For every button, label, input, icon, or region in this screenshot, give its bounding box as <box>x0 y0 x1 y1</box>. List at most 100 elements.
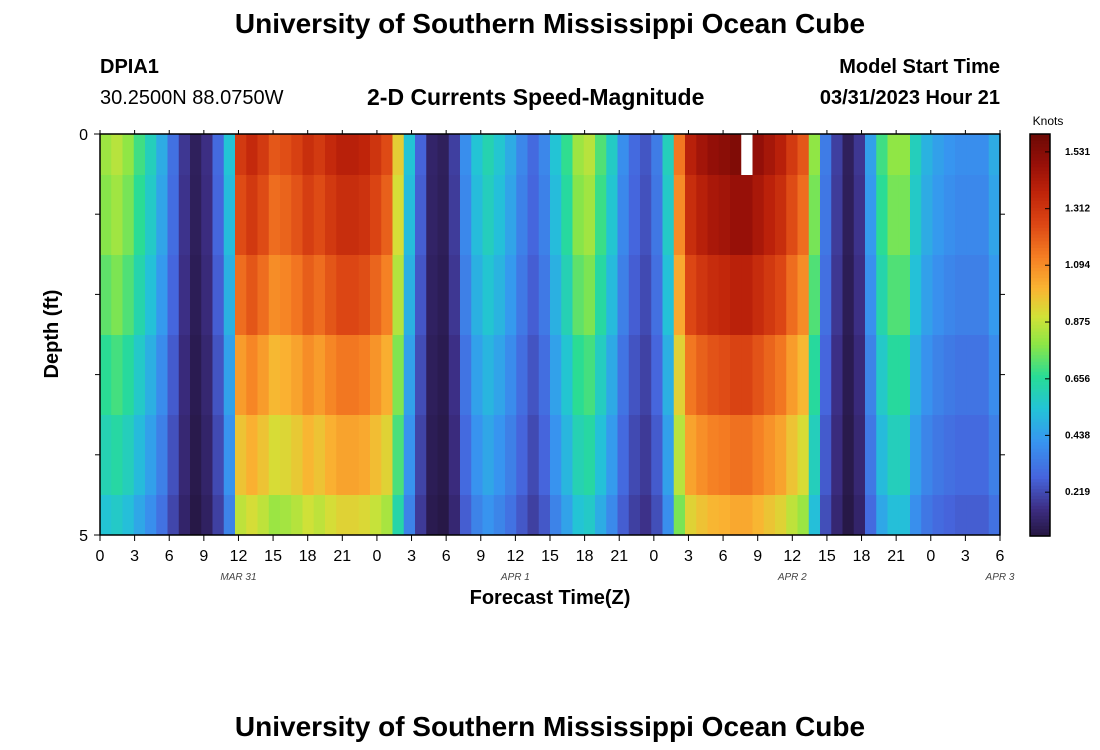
heatmap-cell <box>178 335 191 415</box>
heatmap-cell <box>527 335 540 415</box>
heatmap-cell <box>370 255 382 335</box>
y-tick-label: 0 <box>79 127 88 144</box>
heatmap-cell <box>842 175 855 255</box>
heatmap-cell <box>617 175 630 255</box>
colorbar-unit: Knots <box>1033 114 1064 128</box>
heatmap-cell <box>268 335 281 415</box>
heatmap-cell <box>156 134 169 175</box>
heatmap-cell <box>943 255 956 335</box>
colorbar-segment <box>1030 328 1050 333</box>
heatmap-cell <box>403 495 416 535</box>
colorbar-segment <box>1030 301 1050 306</box>
colorbar-segment <box>1030 227 1050 232</box>
heatmap-cell <box>212 415 225 495</box>
heatmap-cell <box>831 175 844 255</box>
heatmap-cell <box>437 175 450 255</box>
heatmap-cell <box>595 134 607 175</box>
heatmap-cell <box>550 335 562 415</box>
colorbar-segment <box>1030 422 1050 427</box>
x-tick-label: 15 <box>541 548 559 565</box>
colorbar-segment <box>1030 525 1050 530</box>
heatmap-cell <box>831 415 844 495</box>
heatmap-cell <box>898 255 911 335</box>
heatmap-cell <box>415 134 427 175</box>
heatmap-cell <box>797 255 810 335</box>
date-label: APR 1 <box>500 572 530 583</box>
colorbar-segment <box>1030 261 1050 266</box>
colorbar-segment <box>1030 335 1050 339</box>
heatmap-cell <box>808 255 821 335</box>
heatmap-cell <box>898 335 911 415</box>
heatmap-cell <box>493 415 506 495</box>
heatmap-cell <box>842 134 855 175</box>
heatmap-cell <box>977 495 990 535</box>
heatmap-cell <box>752 495 765 535</box>
heatmap-cell <box>257 415 270 495</box>
heatmap-cell <box>966 335 979 415</box>
heatmap-cell <box>460 255 472 335</box>
colorbar-segment <box>1030 190 1050 195</box>
heatmap-cell <box>820 495 832 535</box>
heatmap-cell <box>898 175 911 255</box>
colorbar-segment <box>1030 375 1050 380</box>
heatmap-cell <box>122 415 135 495</box>
x-tick-label: 18 <box>853 548 871 565</box>
heatmap-cell <box>370 335 382 415</box>
colorbar-segment <box>1030 160 1050 165</box>
x-tick-label: 6 <box>442 548 451 565</box>
heatmap-cell <box>257 255 270 335</box>
heatmap-cell <box>167 255 180 335</box>
colorbar-segment <box>1030 482 1050 487</box>
x-tick-label: 21 <box>610 548 628 565</box>
heatmap-cell <box>898 415 911 495</box>
heatmap-cell <box>190 335 202 415</box>
colorbar-segment <box>1030 351 1050 356</box>
heatmap-cell <box>943 134 956 175</box>
heatmap-cell <box>100 415 112 495</box>
heatmap-cell <box>246 134 259 175</box>
heatmap-cell <box>437 335 450 415</box>
heatmap-cell <box>313 495 326 535</box>
heatmap-cell <box>212 175 225 255</box>
colorbar-segment <box>1030 197 1050 202</box>
heatmap-cell <box>336 134 349 175</box>
heatmap-cell <box>347 335 360 415</box>
heatmap-cell <box>752 134 765 175</box>
heatmap-cell <box>336 495 349 535</box>
heatmap-cell <box>955 255 967 335</box>
colorbar-segment <box>1030 378 1050 383</box>
colorbar-tick-label: 1.094 <box>1065 260 1090 271</box>
x-tick-label: 0 <box>96 548 105 565</box>
heatmap-cell <box>707 134 720 175</box>
heatmap-cell <box>808 335 821 415</box>
heatmap-cell <box>212 134 225 175</box>
colorbar-segment <box>1030 485 1050 490</box>
heatmap-cell <box>842 495 855 535</box>
heatmap-cell <box>651 415 664 495</box>
heatmap-cell <box>482 134 495 175</box>
heatmap-cell <box>156 255 169 335</box>
heatmap-cell <box>505 255 517 335</box>
heatmap-cell <box>493 134 506 175</box>
heatmap-cell <box>550 175 562 255</box>
heatmap-cell <box>426 134 439 175</box>
heatmap-cell <box>100 335 112 415</box>
heatmap-cell <box>730 255 742 335</box>
heatmap-cell <box>865 495 877 535</box>
x-tick-label: 15 <box>264 548 282 565</box>
heatmap-cell <box>302 175 315 255</box>
heatmap-cell <box>145 134 157 175</box>
heatmap-cell <box>572 335 585 415</box>
heatmap-cell <box>325 255 337 335</box>
colorbar-tick-label: 0.875 <box>1065 317 1090 328</box>
heatmap-cell <box>268 255 281 335</box>
heatmap-cell <box>932 335 945 415</box>
heatmap-cell <box>741 175 754 255</box>
heatmap-cell <box>493 495 506 535</box>
heatmap-cell <box>775 495 787 535</box>
colorbar-segment <box>1030 184 1050 189</box>
heatmap-cell <box>876 255 889 335</box>
heatmap-cell <box>966 175 979 255</box>
colorbar-segment <box>1030 170 1050 175</box>
